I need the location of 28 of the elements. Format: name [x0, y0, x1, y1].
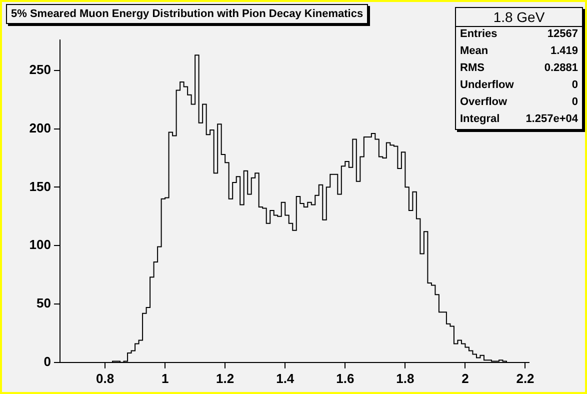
x-tick-label: 1.8 [396, 370, 414, 386]
x-tick-label: 1.6 [336, 370, 354, 386]
y-tick-label: 100 [29, 237, 51, 252]
annotation: 1.257e+04 [526, 113, 578, 127]
annotation: Underflow [460, 79, 514, 93]
annotation: Integral [460, 113, 500, 127]
text: 0.2881 [544, 62, 578, 76]
y-tick-label: 0 [44, 354, 51, 369]
x-tick-label: 1.2 [216, 370, 234, 386]
text: 12567 [547, 28, 578, 42]
text: 1.419 [550, 45, 578, 59]
y-tick-label: 50 [36, 296, 51, 311]
text: 0 [572, 79, 578, 93]
annotation: Overflow [460, 96, 508, 110]
x-tick-label: 2 [462, 370, 469, 386]
x-tick-label: 1.4 [276, 370, 295, 386]
annotation: RMS [460, 62, 484, 76]
x-tick-label: 1 [161, 370, 169, 386]
chart-title: 5% Smeared Muon Energy Distribution with Pion Decay Kinematics [6, 4, 368, 24]
x-tick-label: 0.8 [96, 370, 114, 386]
text: Entries [460, 28, 498, 42]
y-tick-label: 250 [29, 62, 51, 77]
y-tick-label: 150 [29, 178, 51, 194]
text: 0 [572, 96, 578, 110]
annotation: Mean [460, 45, 488, 59]
y-tick-label: 200 [29, 120, 51, 136]
x-tick-label: 2.2 [516, 370, 534, 386]
text: 1.8 GeV [456, 8, 582, 27]
